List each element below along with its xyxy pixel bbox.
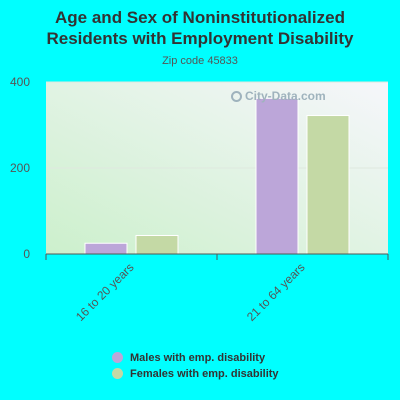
chart-subtitle: Zip code 45833 [162, 55, 238, 67]
legend-item-males: Males with emp. disability [112, 350, 279, 365]
bar-females [306, 115, 350, 255]
legend-label-females: Females with emp. disability [130, 367, 279, 380]
legend: Males with emp. disability Females with … [112, 350, 279, 382]
watermark-icon [231, 90, 242, 102]
bar-males [84, 242, 128, 255]
y-tick-label: 400 [10, 75, 30, 89]
watermark-text: City-Data.com [245, 89, 326, 103]
y-tick-label: 0 [23, 247, 30, 261]
y-tick-label: 200 [10, 161, 30, 175]
legend-item-females: Females with emp. disability [112, 366, 279, 381]
bar-males [255, 97, 299, 255]
chart-title-line-1: Age and Sex of Noninstitutionalized [55, 8, 345, 27]
bar-females [135, 235, 179, 255]
legend-swatch-females [112, 368, 123, 379]
watermark: City-Data.com [231, 89, 326, 103]
legend-swatch-males [112, 352, 123, 363]
chart-title-line-2: Residents with Employment Disability [46, 29, 354, 48]
chart-title: Age and Sex of Noninstitutionalized Resi… [0, 7, 400, 49]
x-tick-label: 16 to 20 years [73, 260, 137, 324]
x-tick-label: 21 to 64 years [244, 260, 308, 324]
legend-label-males: Males with emp. disability [130, 351, 266, 364]
